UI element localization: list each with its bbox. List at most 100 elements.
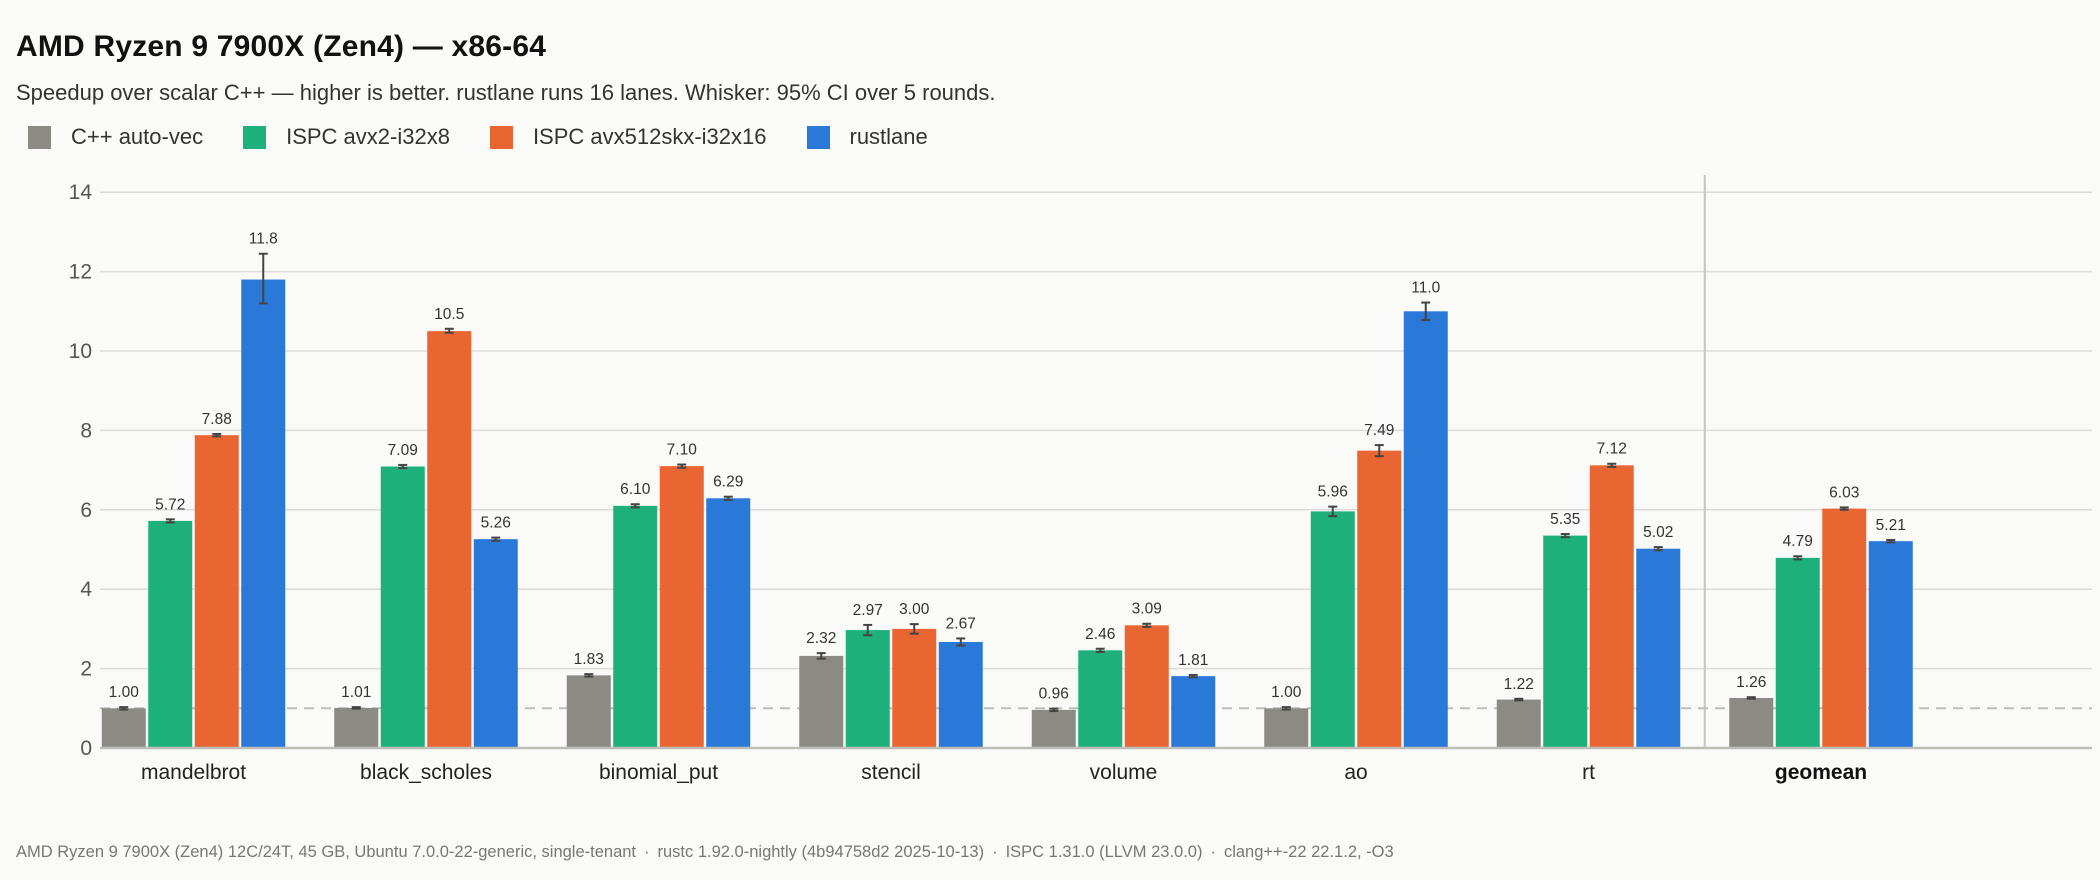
legend-swatch xyxy=(806,125,830,149)
bar xyxy=(706,498,751,748)
legend-label: C++ auto-vec xyxy=(71,124,204,149)
footer-separator: · xyxy=(644,843,650,861)
data-label: 11.0 xyxy=(1411,280,1440,297)
footer-hardware: AMD Ryzen 9 7900X (Zen4) 12C/24T, 45 GB,… xyxy=(16,843,637,861)
bar xyxy=(659,466,704,748)
bar xyxy=(1031,709,1076,748)
x-tick-label: stencil xyxy=(861,761,921,784)
footer-ispc: ISPC 1.31.0 (LLVM 23.0.0) xyxy=(1005,843,1203,861)
x-tick-label: rt xyxy=(1582,761,1595,784)
bar xyxy=(1124,625,1169,748)
x-tick-label: geomean xyxy=(1775,761,1867,784)
y-tick-label: 12 xyxy=(69,261,92,284)
data-label: 10.5 xyxy=(434,306,464,323)
data-label: 5.96 xyxy=(1318,484,1348,501)
data-label: 2.46 xyxy=(1085,626,1115,643)
y-tick-label: 8 xyxy=(80,419,92,442)
bar xyxy=(194,435,239,748)
data-label: 7.49 xyxy=(1364,422,1394,439)
data-label: 5.26 xyxy=(481,515,511,532)
bar-chart: 0 2 4 6 8 10 12 14 1.00 5.72 7.88 11.8 mandelbrot 1.0… xyxy=(69,175,2092,784)
legend: C++ auto-vec ISPC avx2-i32x8 ISPC avx512sk… xyxy=(28,124,968,150)
bar xyxy=(1775,557,1820,748)
legend-item: ISPC avx2-i32x8 xyxy=(243,124,450,150)
data-label: 0.96 xyxy=(1039,686,1069,703)
data-label: 2.32 xyxy=(806,630,836,647)
data-label: 1.01 xyxy=(341,684,371,701)
x-tick-label: black_scholes xyxy=(360,761,492,784)
y-tick-label: 6 xyxy=(80,499,92,522)
data-label: 5.21 xyxy=(1876,517,1906,534)
legend-swatch xyxy=(243,125,267,149)
bar xyxy=(148,520,193,748)
x-tick-label: ao xyxy=(1344,761,1367,784)
data-label: 5.72 xyxy=(155,496,185,513)
bar xyxy=(1264,708,1309,748)
footer-separator: · xyxy=(992,843,998,861)
legend-label: ISPC avx2-i32x8 xyxy=(286,124,450,149)
data-label: 1.83 xyxy=(574,651,604,668)
y-tick-label: 2 xyxy=(80,658,92,681)
bar xyxy=(1543,535,1588,748)
bar xyxy=(1403,311,1448,748)
bar xyxy=(566,675,611,748)
legend-item: rustlane xyxy=(806,124,928,150)
data-label: 1.00 xyxy=(1271,684,1302,701)
data-label: 5.02 xyxy=(1643,524,1673,541)
bar xyxy=(1171,676,1216,748)
y-tick-label: 10 xyxy=(69,340,92,363)
footer-separator: · xyxy=(1210,843,1216,861)
bar xyxy=(1078,650,1123,748)
y-tick-label: 4 xyxy=(80,578,92,601)
data-label: 2.97 xyxy=(853,602,883,619)
bar xyxy=(427,331,472,748)
data-label: 6.10 xyxy=(620,481,651,498)
bar xyxy=(1496,699,1541,748)
footer-clang: clang++-22 22.1.2, -O3 xyxy=(1223,843,1394,861)
legend-item: ISPC avx512skx-i32x16 xyxy=(489,124,767,150)
data-label: 3.00 xyxy=(899,601,930,618)
y-tick-label: 0 xyxy=(80,737,92,760)
data-label: 2.67 xyxy=(946,615,976,632)
data-label: 3.09 xyxy=(1132,601,1162,618)
data-label: 7.09 xyxy=(388,442,418,459)
bar xyxy=(1589,465,1634,748)
bar xyxy=(1822,508,1867,748)
y-tick-label: 14 xyxy=(69,181,93,204)
bar xyxy=(1868,541,1913,748)
data-label: 1.00 xyxy=(109,684,140,701)
legend-swatch xyxy=(489,125,513,149)
bar xyxy=(799,655,844,748)
bar xyxy=(845,630,890,748)
data-label: 1.26 xyxy=(1736,674,1766,691)
page-subtitle: Speedup over scalar C++ — higher is bett… xyxy=(16,80,996,105)
bar xyxy=(892,628,937,748)
x-tick-label: volume xyxy=(1090,761,1158,784)
data-label: 1.81 xyxy=(1178,652,1208,669)
data-label: 6.29 xyxy=(713,474,743,491)
legend-label: ISPC avx512skx-i32x16 xyxy=(532,124,767,149)
bar xyxy=(101,708,146,748)
data-label: 6.03 xyxy=(1829,484,1859,501)
bar xyxy=(334,707,379,748)
data-label: 7.12 xyxy=(1597,441,1627,458)
legend-label: rustlane xyxy=(849,124,928,149)
data-label: 7.88 xyxy=(202,411,232,428)
x-tick-label: binomial_put xyxy=(599,761,718,784)
footer-rustc: rustc 1.92.0-nightly (4b94758d2 2025-10-… xyxy=(657,843,985,861)
bar xyxy=(380,466,425,748)
bar xyxy=(1310,511,1355,748)
bar xyxy=(241,279,286,748)
legend-swatch xyxy=(28,125,51,149)
bar xyxy=(1357,450,1402,748)
bar xyxy=(938,642,983,748)
bar xyxy=(1729,697,1774,748)
bar xyxy=(1636,548,1681,748)
data-label: 4.79 xyxy=(1783,533,1813,550)
footer: AMD Ryzen 9 7900X (Zen4) 12C/24T, 45 GB,… xyxy=(16,843,1394,862)
data-label: 11.8 xyxy=(249,231,278,248)
data-label: 1.22 xyxy=(1504,676,1534,693)
bar xyxy=(473,539,518,748)
bar xyxy=(613,505,658,748)
legend-item: C++ auto-vec xyxy=(28,124,203,150)
